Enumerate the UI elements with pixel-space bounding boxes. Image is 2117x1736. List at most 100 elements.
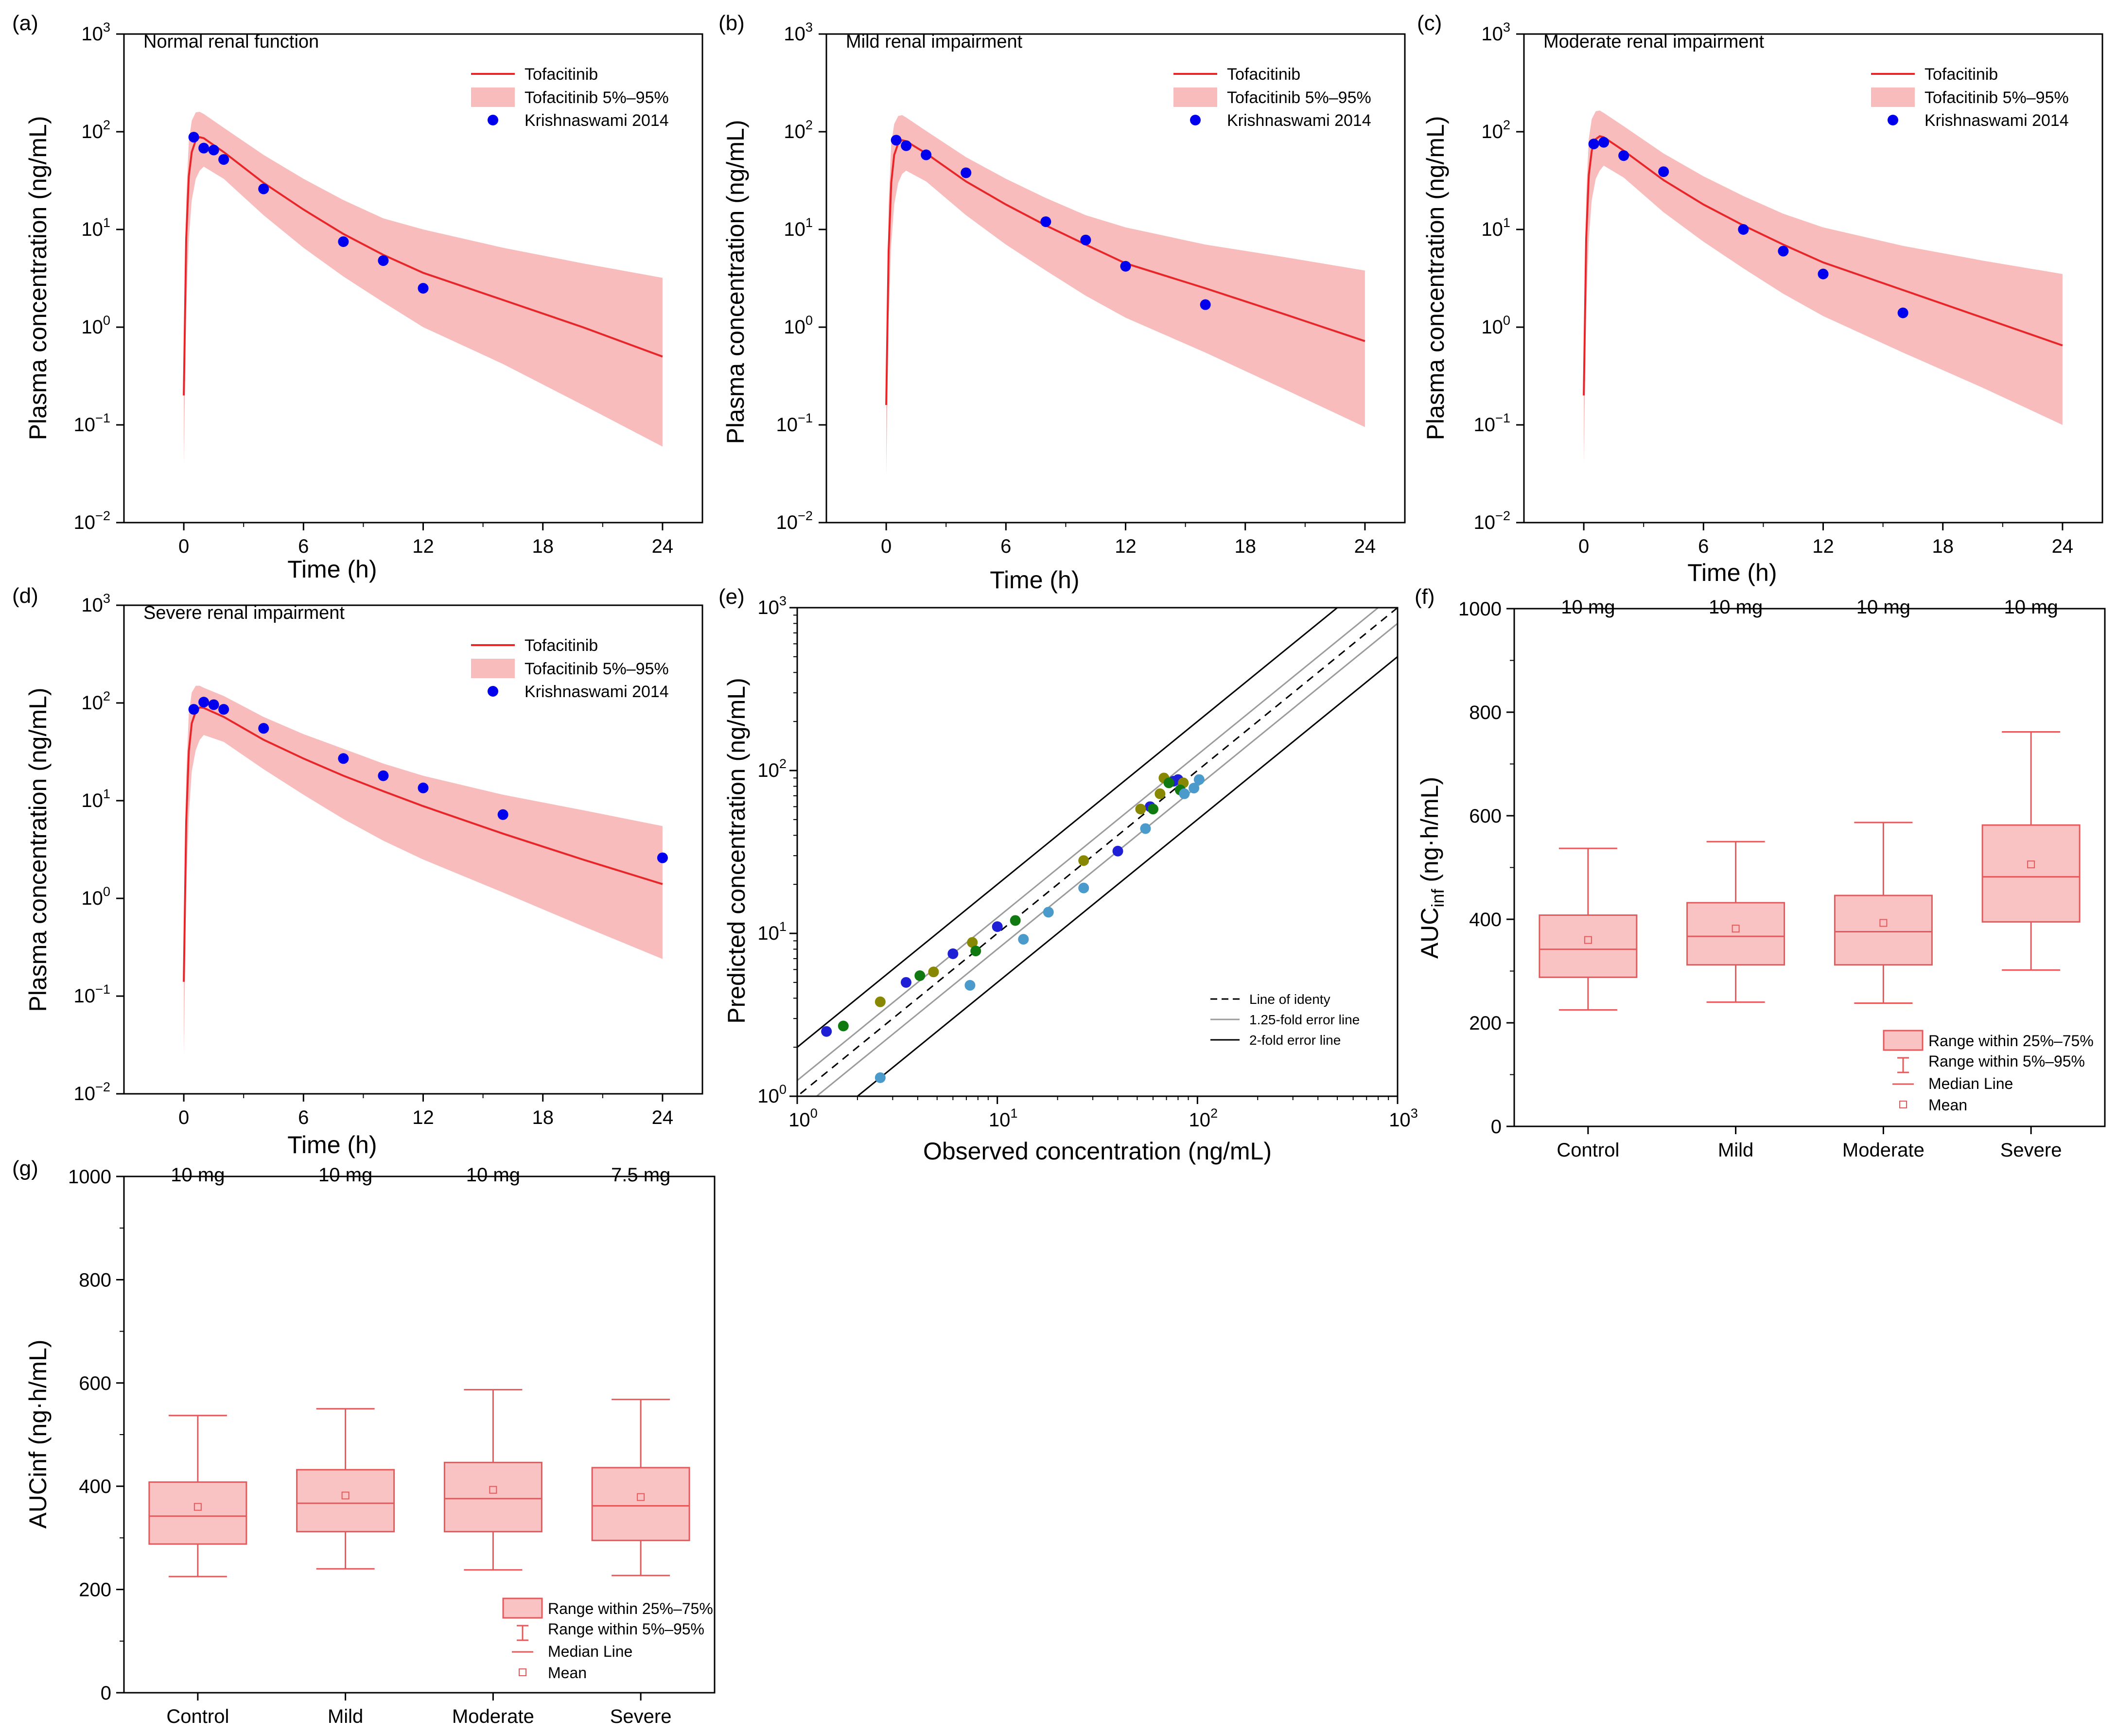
iqr-box — [296, 1469, 395, 1533]
category-label: Moderate — [1842, 1140, 1925, 1161]
observed-point — [1040, 216, 1051, 228]
scatter-point-severe — [1078, 882, 1089, 894]
median-line — [1583, 135, 2063, 396]
y-tick-label-exp: −1 — [95, 410, 110, 425]
legend-label: Tofacitinib 5%–95% — [1227, 88, 1371, 107]
panel-title: Severe renal impairment — [143, 603, 345, 623]
x-tick-label-base: 10 — [788, 1109, 810, 1131]
category-label: Severe — [610, 1706, 672, 1727]
legend-label: Tofacitinib 5%–95% — [525, 88, 669, 107]
y-tick-label: 100 — [1481, 313, 1510, 338]
y-tick-label: 1000 — [68, 1166, 111, 1188]
observed-point — [338, 236, 349, 247]
iqr-box — [1539, 914, 1638, 978]
y-tick-label: 103 — [1481, 19, 1510, 45]
y-tick-label-base: 10 — [81, 121, 103, 142]
observed-point — [1200, 299, 1211, 310]
panel-label: (c) — [1417, 11, 1442, 35]
x-tick-label: 18 — [532, 1107, 554, 1128]
y-tick-label-exp: 2 — [103, 117, 110, 132]
median-line — [183, 136, 663, 396]
scatter-point-severe — [1018, 934, 1029, 945]
y-tick-label-base: 10 — [757, 597, 779, 618]
y-tick-label-base: 10 — [74, 1083, 96, 1105]
scatter-point-severe — [1193, 774, 1205, 785]
mean-marker — [1732, 925, 1740, 933]
y-tick-label-exp: −1 — [798, 410, 813, 425]
observed-point — [378, 255, 389, 266]
plot-frame — [825, 33, 1406, 524]
scatter-point-normal — [992, 921, 1003, 932]
scatter-point-normal — [947, 948, 959, 959]
box-control: Control 10 mg — [1539, 596, 1638, 1161]
y-tick-label-exp: −1 — [1495, 410, 1510, 425]
band-5-95 — [1584, 110, 2063, 464]
y-tick-label-exp: 1 — [805, 215, 813, 230]
legend-label: Krishnaswami 2014 — [525, 111, 669, 130]
scatter-point-mild — [1078, 855, 1089, 866]
y-tick-label-base: 10 — [81, 888, 103, 909]
y-axis-title: Plasma concentration (ng/mL) — [24, 688, 52, 1012]
panel-title: Mild renal impairment — [846, 32, 1023, 52]
legend-mean-swatch — [519, 1668, 526, 1676]
box-moderate: Moderate 10 mg — [1834, 596, 1933, 1161]
y-tick-label-base: 10 — [81, 219, 103, 240]
median-line — [183, 706, 663, 982]
legend-label: Krishnaswami 2014 — [1925, 111, 2069, 130]
x-tick-label: 0 — [881, 536, 892, 557]
y-tick-label: 10−2 — [74, 508, 111, 533]
y-tick-label-base: 10 — [81, 595, 103, 616]
mean-marker — [2027, 860, 2035, 869]
observed-point — [1897, 307, 1908, 318]
panel-label: (e) — [718, 585, 745, 609]
mean-marker — [193, 1503, 202, 1511]
observed-point — [1080, 234, 1091, 245]
legend-band-swatch — [471, 659, 515, 678]
y-axis-title-sub: inf — [1428, 889, 1448, 908]
observed-point — [921, 149, 932, 160]
mean-marker — [637, 1493, 645, 1501]
x-tick-label-base: 10 — [989, 1109, 1011, 1131]
legend-point-swatch — [1888, 115, 1898, 125]
y-tick-label-exp: 3 — [103, 19, 110, 35]
y-tick-label-exp: −2 — [95, 508, 110, 523]
legend-label: 2-fold error line — [1249, 1033, 1341, 1048]
y-tick-label-exp: −2 — [798, 508, 813, 523]
legend-label: Mean — [1928, 1096, 1967, 1114]
observed-point — [497, 809, 508, 820]
scatter-point-normal — [821, 1026, 832, 1037]
y-tick-label: 100 — [784, 313, 813, 338]
y-tick-label-exp: 2 — [779, 756, 787, 771]
dose-label: 10 mg — [318, 1164, 372, 1186]
y-tick-label: 200 — [1469, 1013, 1502, 1034]
y-tick-label-base: 10 — [757, 923, 779, 944]
x-tick-label: 18 — [1932, 536, 1954, 557]
panel-label: (b) — [718, 11, 745, 35]
observed-point — [891, 135, 902, 146]
y-tick-label-exp: 3 — [1503, 19, 1510, 35]
band-5-95 — [886, 115, 1365, 476]
x-tick-label-exp: 2 — [1210, 1105, 1218, 1121]
y-tick-label-base: 10 — [784, 23, 805, 45]
x-tick-label: 102 — [1189, 1105, 1218, 1131]
panel-label: (g) — [12, 1157, 38, 1180]
scatter-point-mild — [1135, 804, 1146, 815]
plot-frame — [123, 33, 703, 524]
observed-point — [1618, 150, 1629, 161]
x-tick-label: 24 — [652, 1107, 674, 1128]
x-tick-label: 24 — [1354, 536, 1376, 557]
y-tick-label-base: 10 — [74, 414, 96, 436]
box-severe: Severe 10 mg — [1981, 596, 2081, 1161]
panel-label: (a) — [12, 11, 38, 35]
legend-band-swatch — [1173, 88, 1217, 107]
observed-point — [1658, 166, 1669, 177]
scatter-point-mild — [928, 966, 939, 978]
legend-band-swatch — [1871, 88, 1915, 107]
scatter-point-moderate — [1148, 804, 1159, 815]
y-tick-label-exp: 2 — [805, 117, 813, 132]
legend-box-swatch — [502, 1597, 543, 1619]
y-tick-label: 600 — [1469, 806, 1502, 827]
observed-point — [258, 183, 269, 194]
